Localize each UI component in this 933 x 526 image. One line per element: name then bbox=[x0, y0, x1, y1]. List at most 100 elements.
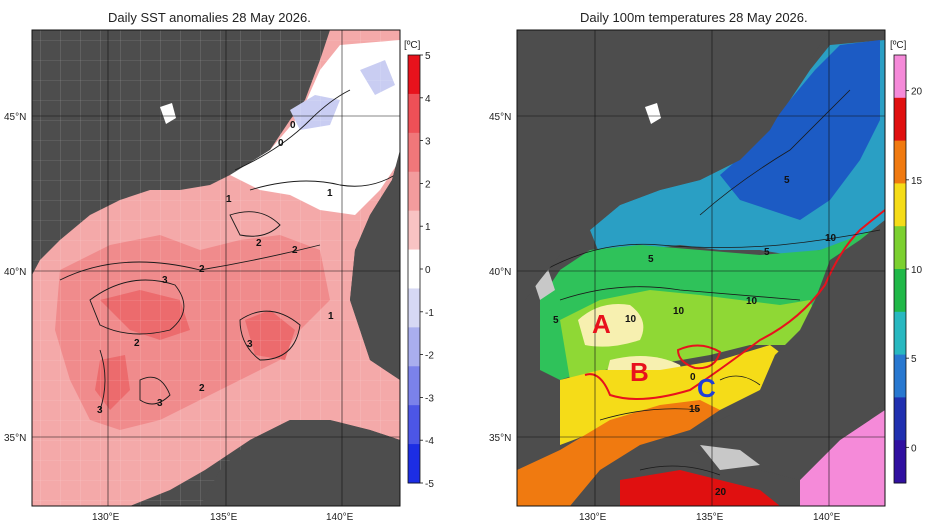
warm-eddy-line bbox=[676, 344, 722, 370]
colorbar-swatch bbox=[408, 132, 420, 173]
sst-contour-labels: 0 0 1 1 1 2 2 2 3 3 2 3 2 3 bbox=[97, 120, 334, 416]
land-japan bbox=[690, 220, 885, 480]
temp-axes: 45°N 40°N 35°N 130°E 135°E 140°E bbox=[489, 29, 886, 523]
contour-label: 2 bbox=[256, 238, 262, 249]
contour-label: 10 bbox=[673, 306, 685, 317]
colorbar-swatch bbox=[408, 288, 420, 328]
contour-label: 2 bbox=[292, 245, 298, 256]
colorbar-swatch bbox=[408, 444, 420, 484]
colorbar-tick-label: 0 bbox=[911, 443, 917, 454]
colorbar-swatch bbox=[894, 397, 906, 441]
colorbar-swatch bbox=[894, 311, 906, 356]
lon-label: 130°E bbox=[92, 512, 120, 523]
land-japan bbox=[200, 420, 400, 506]
colorbar-tick-label: 20 bbox=[911, 87, 923, 98]
contour-label: 10 bbox=[825, 233, 837, 244]
sst-colorbar: [ºC] 5 4 3 2 1 0 -1 -2 -3 -4 -5 bbox=[404, 40, 434, 490]
colorbar-swatch bbox=[408, 93, 420, 134]
colorbar-tick-label: 0 bbox=[425, 265, 431, 276]
colorbar-swatch bbox=[408, 405, 420, 445]
colorbar-swatch bbox=[894, 183, 906, 227]
contour-label: 0 bbox=[690, 372, 696, 383]
colorbar-tick-label: -3 bbox=[425, 393, 434, 404]
lat-label: 45°N bbox=[4, 112, 26, 123]
colorbar-tick-label: 2 bbox=[425, 179, 431, 190]
contour-label: 10 bbox=[746, 296, 758, 307]
sst-anomaly-title: Daily SST anomalies 28 May 2026. bbox=[108, 10, 311, 25]
lon-label: 140°E bbox=[813, 512, 841, 523]
colorbar-tick-label: 5 bbox=[911, 354, 917, 365]
colorbar-unit: [ºC] bbox=[404, 40, 421, 51]
contour-label: 0 bbox=[290, 120, 296, 131]
colorbar-swatch bbox=[408, 366, 420, 406]
temp-contour-labels: 5 5 5 5 10 10 10 10 15 20 0 bbox=[553, 175, 837, 498]
temp-100m-title: Daily 100m temperatures 28 May 2026. bbox=[580, 10, 808, 25]
contour-label: 3 bbox=[157, 398, 163, 409]
colorbar-tick-label: 5 bbox=[425, 51, 431, 62]
region-labels: A B C bbox=[592, 309, 716, 403]
colorbar-tick-label: 15 bbox=[911, 176, 923, 187]
contour-label: 2 bbox=[134, 338, 140, 349]
sst-anomaly-map bbox=[32, 30, 400, 506]
colorbar-swatch bbox=[408, 327, 420, 367]
contour-label: 5 bbox=[553, 315, 559, 326]
contour-label: 15 bbox=[689, 404, 701, 415]
colorbar-swatch bbox=[894, 140, 906, 184]
lat-label: 40°N bbox=[489, 267, 511, 278]
lat-label: 35°N bbox=[4, 433, 26, 444]
colorbar-tick-label: -5 bbox=[425, 479, 434, 490]
colorbar-swatch bbox=[894, 226, 906, 270]
lon-label: 140°E bbox=[326, 512, 354, 523]
contour-label: 20 bbox=[715, 487, 727, 498]
colorbar-swatch bbox=[894, 55, 906, 99]
colorbar-tick-label: 1 bbox=[425, 222, 431, 233]
sst-axes: 45°N 40°N 35°N 130°E 135°E 140°E bbox=[4, 29, 401, 523]
region-label-c: C bbox=[697, 373, 716, 403]
sado-island bbox=[645, 103, 661, 124]
contour-label: 2 bbox=[199, 383, 205, 394]
contour-label: 3 bbox=[247, 339, 253, 350]
colorbar-tick-label: 10 bbox=[911, 265, 923, 276]
contour-label: 5 bbox=[784, 175, 790, 186]
contour-label: 3 bbox=[97, 405, 103, 416]
temp-zone-coldest bbox=[720, 40, 880, 220]
region-label-b: B bbox=[630, 357, 649, 387]
contour-label: 5 bbox=[648, 254, 654, 265]
temp-zone-hot bbox=[620, 470, 780, 506]
lat-label: 40°N bbox=[4, 267, 26, 278]
temp-zone-pacific bbox=[800, 410, 885, 506]
sado-island bbox=[160, 103, 176, 124]
lon-label: 135°E bbox=[696, 512, 724, 523]
temp-zone-A bbox=[578, 304, 644, 347]
region-label-a: A bbox=[592, 309, 611, 339]
colorbar-swatch bbox=[408, 210, 420, 251]
colorbar-swatch bbox=[894, 354, 906, 398]
colorbar-swatch bbox=[408, 171, 420, 212]
colorbar-swatch bbox=[894, 269, 906, 313]
colorbar-tick-label: 3 bbox=[425, 137, 431, 148]
colorbar-swatch bbox=[894, 440, 906, 484]
contour-label: 1 bbox=[327, 188, 333, 199]
lon-label: 135°E bbox=[210, 512, 238, 523]
colorbar-tick-label: -4 bbox=[425, 436, 434, 447]
polar-front-line bbox=[584, 209, 885, 400]
lat-label: 45°N bbox=[489, 112, 511, 123]
colorbar-tick-label: 4 bbox=[425, 94, 431, 105]
colorbar-tick-label: -2 bbox=[425, 351, 434, 362]
contour-label: 3 bbox=[162, 275, 168, 286]
contour-lines bbox=[544, 89, 881, 476]
lat-label: 35°N bbox=[489, 433, 511, 444]
temp-zone-tsushima bbox=[517, 400, 720, 506]
temp-100m-map bbox=[517, 30, 885, 506]
temp-colorbar: [ºC] 20 15 10 5 0 bbox=[890, 40, 923, 484]
lon-label: 130°E bbox=[579, 512, 607, 523]
colorbar-unit: [ºC] bbox=[890, 40, 907, 51]
contour-label: 2 bbox=[199, 264, 205, 275]
colorbar-swatch bbox=[408, 55, 420, 95]
contour-label: 0 bbox=[278, 138, 284, 149]
contour-label: 1 bbox=[226, 194, 232, 205]
contour-label: 1 bbox=[328, 311, 334, 322]
colorbar-swatch bbox=[894, 97, 906, 142]
colorbar-swatch bbox=[408, 249, 420, 289]
